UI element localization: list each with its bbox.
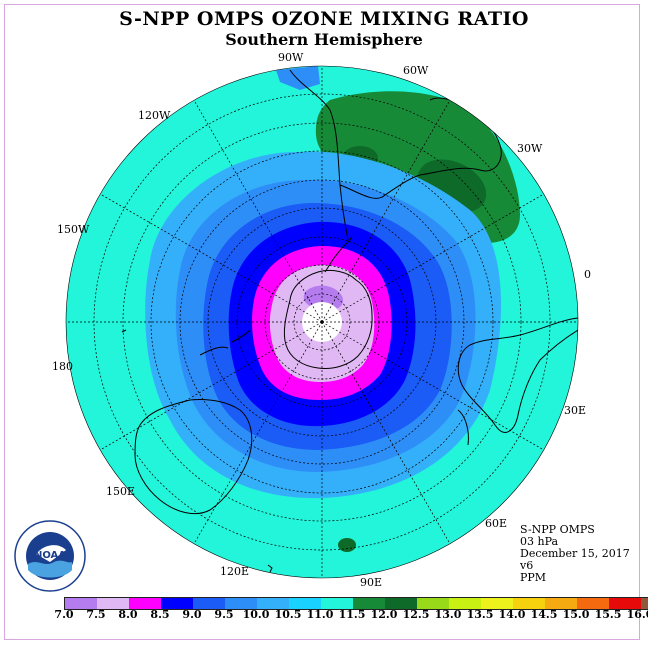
colorbar-tick-label: 12.0 (370, 608, 398, 621)
longitude-labels: 90W 60W 30W 0 30E 60E 90E 120E 150E 180 … (52, 51, 591, 589)
colorbar-swatch (97, 598, 129, 609)
colorbar-swatch (417, 598, 449, 609)
info-block: S-NPP OMPS 03 hPa December 15, 2017 v6 P… (520, 524, 630, 584)
colorbar-tick-label: 14.0 (498, 608, 526, 621)
noaa-logo-text: NOAA (34, 550, 66, 561)
lon-label: 180 (52, 360, 73, 373)
colorbar-tick-label: 15.5 (594, 608, 622, 621)
colorbar-swatch (257, 598, 289, 609)
info-date: December 15, 2017 (520, 547, 630, 560)
lon-label: 30E (564, 404, 586, 417)
south-pole-marker (320, 320, 324, 324)
info-instrument: S-NPP OMPS (520, 523, 595, 536)
colorbar-swatch (225, 598, 257, 609)
colorbar-swatch (545, 598, 577, 609)
colorbar-swatch (193, 598, 225, 609)
lon-label: 150W (57, 223, 90, 236)
colorbar-tick-label: 9.0 (182, 608, 202, 621)
lon-label: 0 (584, 268, 591, 281)
info-version: v6 (520, 559, 534, 572)
field-12-0-core-c (338, 538, 356, 552)
lon-label: 120E (220, 565, 249, 578)
colorbar-tick-label: 12.5 (402, 608, 430, 621)
colorbar-swatch (385, 598, 417, 609)
colorbar-ticks: 7.0 7.5 8.0 8.5 9.0 9.5 10.0 10.5 11.0 11.5 12.0 12… (54, 608, 648, 622)
field-patch-top (276, 66, 320, 90)
map-title: S-NPP OMPS OZONE MIXING RATIO (119, 8, 529, 30)
colorbar-tick-label: 13.5 (466, 608, 494, 621)
map-boundary (65, 65, 579, 579)
page-frame (4, 4, 640, 640)
lon-label: 150E (106, 485, 135, 498)
info-units: PPM (520, 571, 547, 584)
colorbar-tick-label: 10.0 (242, 608, 270, 621)
colorbar-swatch (481, 598, 513, 609)
colorbar-tick-label: 9.5 (214, 608, 234, 621)
colorbar-swatch (449, 598, 481, 609)
colorbar-swatch (353, 598, 385, 609)
colorbar-swatch (641, 598, 648, 609)
lon-label: 30W (517, 142, 543, 155)
colorbar-swatch (65, 598, 97, 609)
colorbar (64, 597, 648, 610)
colorbar-tick-label: 10.5 (274, 608, 302, 621)
lon-label: 90E (360, 576, 382, 589)
colorbar-swatch (129, 598, 161, 609)
noaa-logo: NOAA (14, 520, 86, 592)
colorbar-swatch (609, 598, 641, 609)
colorbar-swatch (321, 598, 353, 609)
colorbar-tick-label: 16.0 (626, 608, 648, 621)
colorbar-tick-label: 11.0 (306, 608, 334, 621)
lon-label: 60W (403, 64, 429, 77)
info-pressure-level: 03 hPa (520, 535, 559, 548)
colorbar-swatch (513, 598, 545, 609)
colorbar-tick-label: 7.0 (54, 608, 74, 621)
colorbar-tick-label: 14.5 (530, 608, 558, 621)
colorbar-tick-label: 13.0 (434, 608, 462, 621)
colorbar-tick-label: 8.0 (118, 608, 138, 621)
colorbar-tick-label: 7.5 (86, 608, 106, 621)
colorbar-tick-label: 11.5 (338, 608, 366, 621)
colorbar-tick-label: 15.0 (562, 608, 590, 621)
lon-label: 60E (485, 517, 507, 530)
colorbar-swatch (577, 598, 609, 609)
colorbar-swatch (161, 598, 193, 609)
map-subtitle: Southern Hemisphere (225, 30, 423, 49)
colorbar-tick-label: 8.5 (150, 608, 170, 621)
lon-label: 90W (278, 51, 304, 64)
colorbar-swatch (289, 598, 321, 609)
lon-label: 120W (138, 109, 171, 122)
